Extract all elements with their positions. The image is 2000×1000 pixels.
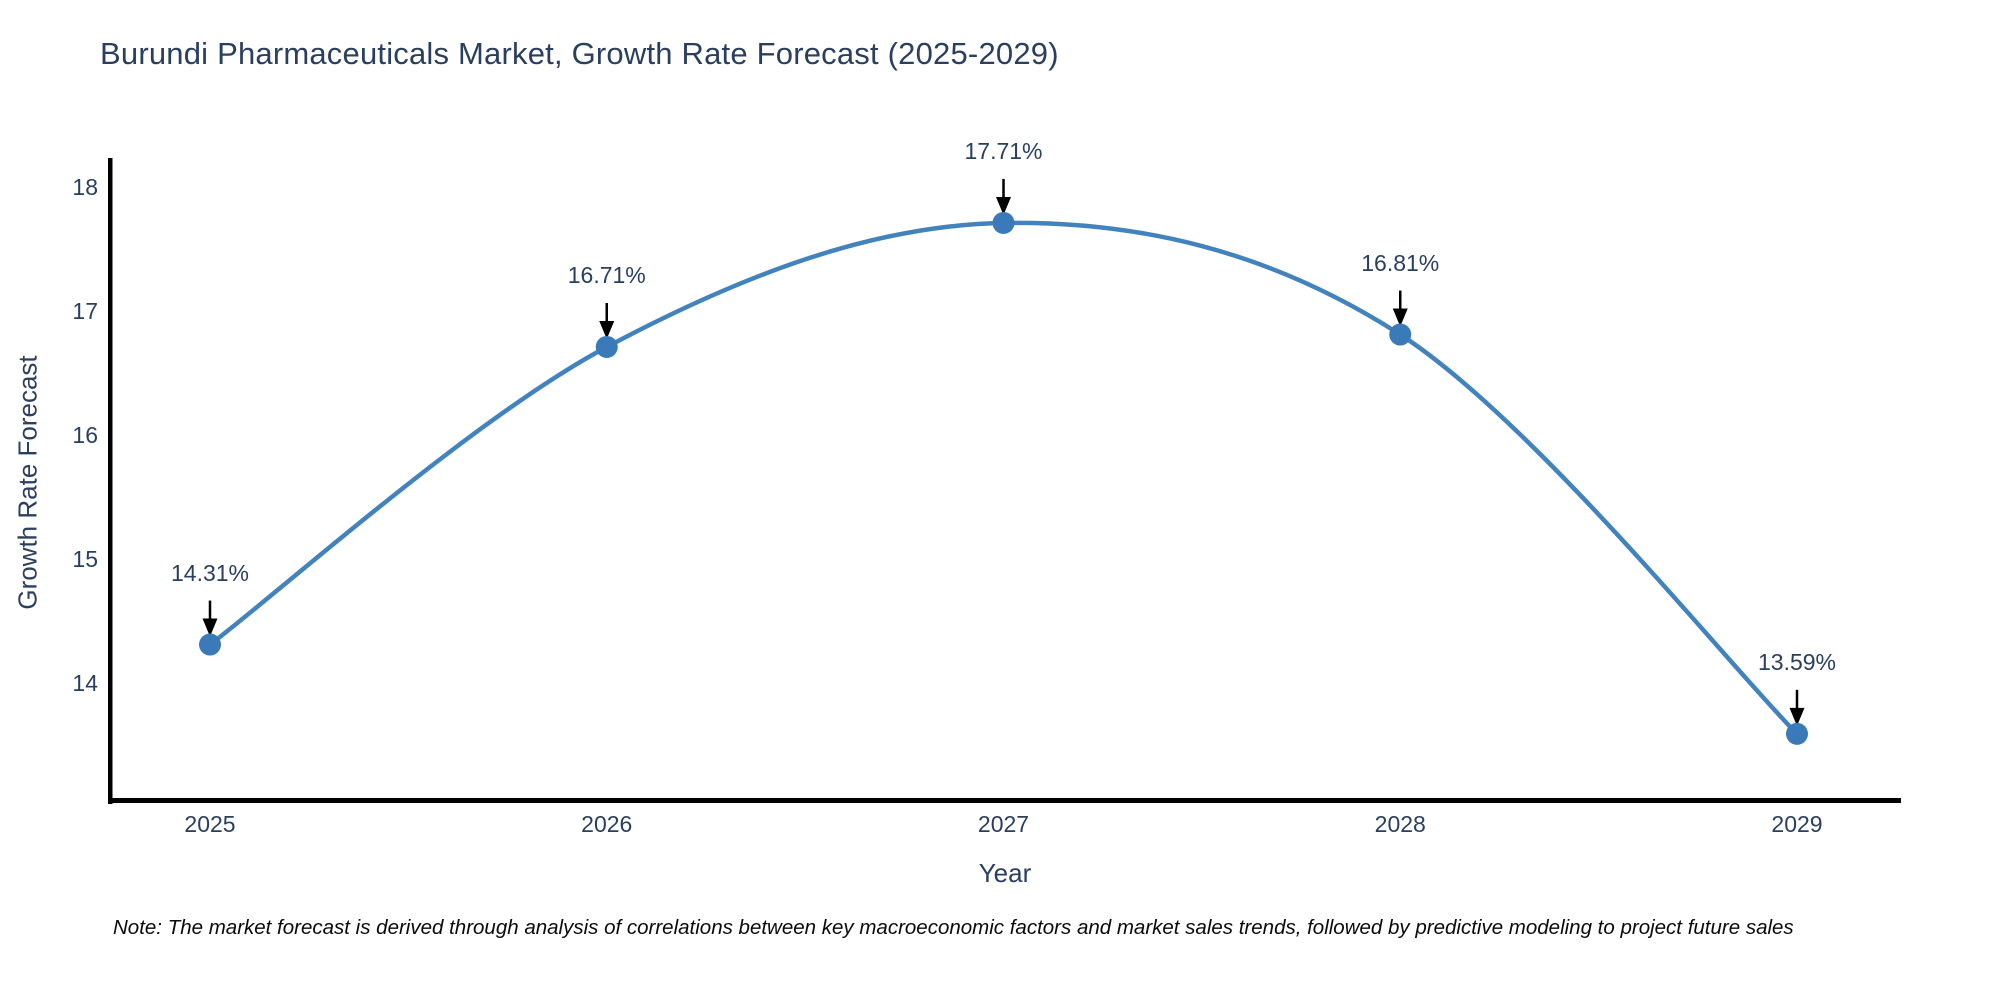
annotation-label: 16.81% [1361, 249, 1440, 276]
annotation-label: 14.31% [170, 559, 249, 586]
annotation-arrowhead [996, 196, 1011, 215]
annotation-label: 17.71% [964, 137, 1043, 164]
y-tick-label: 15 [72, 546, 98, 572]
y-tick-label: 14 [72, 670, 98, 696]
y-tick-label: 18 [72, 174, 98, 200]
data-point-marker [199, 633, 221, 656]
annotation-arrowhead [202, 618, 218, 637]
data-point-marker [992, 211, 1015, 234]
y-tick-label: 16 [72, 422, 98, 448]
x-tick-label: 2025 [184, 811, 236, 837]
trend-line [207, 220, 1800, 737]
y-axis-title: Growth Rate Forecast [12, 355, 43, 610]
data-point-marker [595, 335, 618, 358]
x-tick-label: 2029 [1771, 811, 1823, 837]
annotation-label: 16.71% [567, 261, 646, 288]
x-axis-title: Year [978, 858, 1032, 888]
data-point-marker [1786, 722, 1808, 745]
y-axis-spine [108, 158, 113, 804]
footnote: Note: The market forecast is derived thr… [113, 916, 1794, 939]
chart-title: Burundi Pharmaceuticals Market, Growth R… [100, 36, 1059, 71]
x-axis-spine [108, 798, 1901, 803]
annotation-arrowhead [1789, 707, 1805, 726]
data-point-marker [1389, 323, 1412, 346]
x-tick-label: 2027 [977, 811, 1030, 837]
annotation-arrowhead [599, 320, 615, 339]
x-tick-label: 2028 [1374, 811, 1426, 837]
y-tick-label: 17 [72, 298, 98, 324]
annotation-label: 13.59% [1757, 648, 1836, 675]
x-tick-label: 2026 [581, 811, 633, 837]
annotation-arrowhead [1392, 308, 1408, 327]
